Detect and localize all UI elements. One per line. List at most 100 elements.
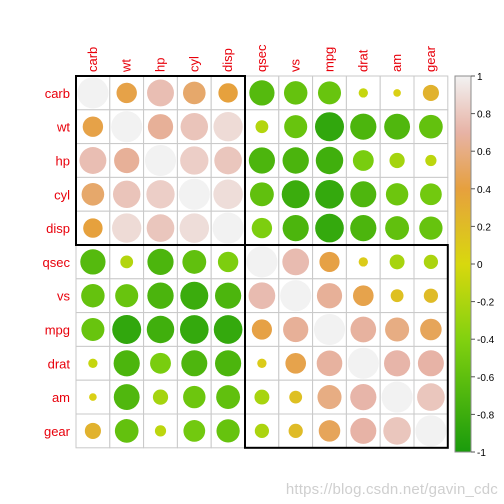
colorbar-tick-label: 0.6 [477,147,491,158]
colorbar-tick-label: -0.2 [477,298,495,309]
corr-circle-qsec-drat [358,257,368,267]
column-label-cyl: cyl [186,56,201,72]
corr-circle-disp-am [385,216,410,241]
corr-circle-mpg-am [385,317,410,342]
corr-circle-carb-carb [77,77,109,109]
corr-circle-vs-mpg [316,283,343,309]
corr-circle-qsec-vs [282,248,310,276]
corr-circle-hp-qsec [248,147,275,174]
corr-circle-mpg-disp [213,315,243,344]
corr-circle-vs-cyl [180,281,209,310]
corr-circle-hp-mpg [315,146,344,175]
corr-circle-mpg-carb [81,317,105,342]
corr-circle-hp-disp [214,146,242,175]
corr-circle-cyl-mpg [315,179,344,209]
corr-circle-qsec-carb [80,249,106,275]
corr-circle-wt-hp [147,114,174,140]
corr-circle-qsec-cyl [182,249,207,274]
corr-circle-qsec-gear [423,254,439,270]
row-label-am: am [52,390,70,405]
corr-circle-hp-am [389,152,405,169]
corr-circle-mpg-gear [420,318,442,341]
corr-circle-cyl-wt [112,180,141,209]
corr-circle-vs-drat [352,285,374,307]
corr-circle-disp-carb [83,218,103,238]
corr-circle-cyl-vs [281,180,310,209]
corr-circle-am-cyl [183,385,206,409]
corr-circle-mpg-wt [112,315,142,344]
column-label-qsec: qsec [254,44,269,72]
corr-circle-cyl-disp [213,179,243,210]
column-label-vs: vs [288,59,303,73]
corr-circle-gear-drat [350,417,377,444]
corr-circle-drat-gear [417,350,444,377]
corr-circle-am-mpg [317,385,342,410]
corr-circle-mpg-drat [350,316,377,343]
row-label-mpg: mpg [45,323,70,338]
corr-circle-carb-qsec [249,80,275,106]
corr-circle-cyl-cyl [178,178,210,210]
colorbar-tick-label: 0.4 [477,185,491,196]
corr-circle-drat-cyl [181,350,208,377]
corr-circle-carb-drat [358,88,368,98]
row-label-carb: carb [45,86,70,101]
corr-circle-wt-am [384,113,411,140]
corr-circle-vs-disp [215,282,242,309]
colorbar [454,75,472,453]
corr-circle-mpg-cyl [179,315,209,344]
colorbar-tick-label: 0.8 [477,110,491,121]
row-label-cyl: cyl [54,187,70,202]
colorbar-tick-label: -0.4 [477,335,495,346]
corr-circle-hp-gear [425,154,437,167]
corr-circle-cyl-gear [420,183,442,206]
corr-circle-wt-drat [350,113,377,140]
corr-circle-drat-wt [113,350,140,377]
corr-circle-disp-wt [112,213,142,243]
corr-circle-am-am [381,381,413,413]
row-label-qsec: qsec [43,255,71,270]
corr-circle-carb-hp [147,79,174,107]
corr-circle-carb-disp [218,83,238,103]
column-label-mpg: mpg [322,47,337,72]
corr-circle-disp-drat [350,215,377,242]
corr-circle-qsec-disp [217,251,239,273]
column-label-gear: gear [423,45,438,72]
corr-circle-drat-disp [215,350,242,377]
corr-circle-hp-vs [282,147,309,174]
corr-circle-cyl-drat [350,181,377,208]
corr-circle-qsec-mpg [319,251,340,272]
corr-circle-qsec-qsec [246,246,278,278]
corr-circle-carb-am [393,89,401,97]
corr-circle-wt-mpg [315,112,344,142]
corr-circle-gear-carb [84,422,101,439]
corr-circle-mpg-vs [283,316,309,343]
corr-circle-gear-vs [288,423,303,439]
corr-circle-qsec-wt [120,255,134,269]
corr-circle-wt-cyl [180,112,209,141]
column-label-carb: carb [85,47,100,72]
column-label-drat: drat [355,49,370,72]
corr-circle-wt-gear [419,114,443,139]
column-label-hp: hp [153,58,168,72]
corr-circle-drat-vs [285,352,307,374]
cluster-box-1 [75,75,246,246]
corr-circle-carb-vs [283,81,308,105]
corr-circle-vs-vs [280,280,312,312]
corr-circle-cyl-am [385,183,409,206]
colorbar-tick-label: -0.6 [477,373,495,384]
corr-circle-gear-am [383,417,411,445]
corr-circle-carb-cyl [182,81,206,105]
corr-circle-disp-hp [146,214,175,242]
corr-circle-carb-gear [422,84,439,101]
corr-circle-wt-disp [213,112,243,142]
corr-circle-cyl-carb [81,182,105,206]
corr-circle-cyl-qsec [249,182,274,207]
corr-circle-drat-qsec [257,358,267,368]
corr-circle-gear-hp [154,425,167,437]
corr-circle-vs-carb [81,283,105,308]
corr-circle-drat-mpg [316,350,343,377]
corr-circle-am-vs [289,390,303,404]
corr-circle-drat-drat [347,347,379,379]
colorbar-tick-label: 1 [477,72,483,83]
corr-circle-hp-wt [114,147,140,174]
